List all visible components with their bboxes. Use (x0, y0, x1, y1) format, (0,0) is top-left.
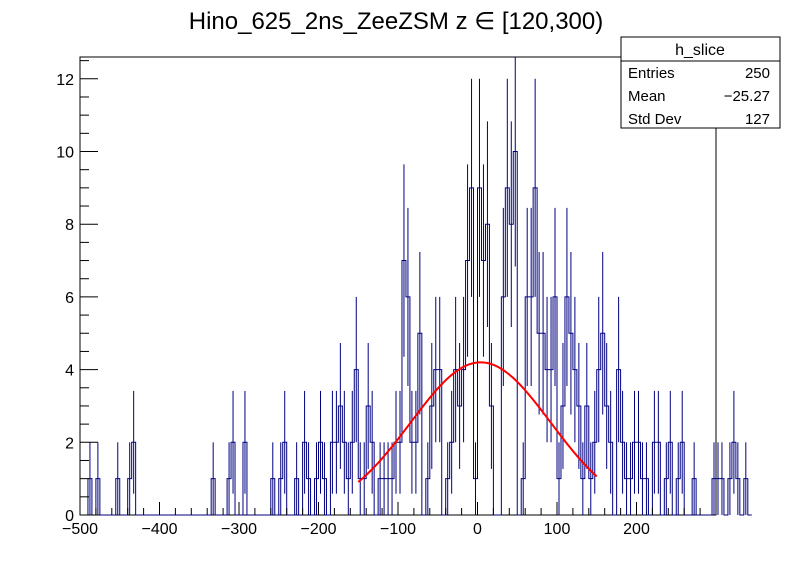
stats-stddev-value: 127 (745, 111, 770, 128)
stats-entries-value: 250 (745, 65, 770, 82)
y-axis: 0 2 4 6 8 10 12 (56, 60, 98, 525)
stats-title: h_slice (675, 42, 725, 59)
histogram-outline (80, 151, 752, 516)
x-tick-label: 100 (544, 521, 571, 538)
x-tick-label: −400 (141, 521, 177, 538)
x-tick-label: −500 (62, 521, 98, 538)
stats-entries-label: Entries (628, 65, 675, 82)
fit-curve (357, 361, 598, 483)
x-axis: −500 −400 −300 −200 −100 0 100 200 (62, 502, 717, 538)
x-tick-label: 0 (473, 521, 482, 538)
stats-box: h_slice Entries 250 Mean −25.27 Std Dev … (620, 36, 781, 129)
stats-mean-value: −25.27 (724, 88, 770, 105)
x-tick-label: −300 (221, 521, 257, 538)
stats-mean-label: Mean (628, 88, 666, 105)
y-tick-label: 6 (65, 290, 74, 307)
chart-title: Hino_625_2ns_ZeeZSM z ∈ [120,300) (189, 8, 603, 35)
histogram-series (80, 57, 752, 516)
y-tick-label: 0 (65, 508, 74, 525)
y-tick-label: 10 (56, 145, 74, 162)
x-tick-label: 200 (623, 521, 650, 538)
y-tick-label: 12 (56, 72, 74, 89)
y-tick-label: 2 (65, 435, 74, 452)
stats-stddev-label: Std Dev (628, 111, 682, 128)
stats-box-frame (620, 36, 781, 129)
x-tick-label: −200 (300, 521, 336, 538)
x-tick-label: −100 (380, 521, 416, 538)
fit-curve-group (357, 361, 598, 483)
y-tick-label: 8 (65, 217, 74, 234)
y-tick-label: 4 (65, 363, 74, 380)
